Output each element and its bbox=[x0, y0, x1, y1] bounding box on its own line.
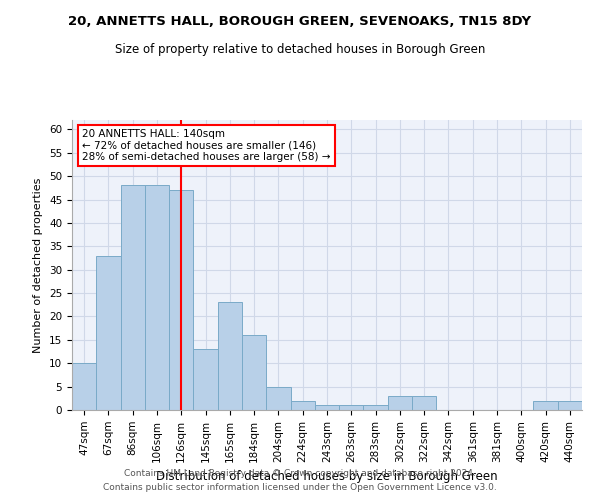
Bar bbox=[193, 349, 218, 410]
X-axis label: Distribution of detached houses by size in Borough Green: Distribution of detached houses by size … bbox=[156, 470, 498, 483]
Bar bbox=[412, 396, 436, 410]
Bar bbox=[145, 186, 169, 410]
Y-axis label: Number of detached properties: Number of detached properties bbox=[34, 178, 43, 352]
Text: Contains HM Land Registry data © Crown copyright and database right 2024.: Contains HM Land Registry data © Crown c… bbox=[124, 468, 476, 477]
Bar bbox=[169, 190, 193, 410]
Bar bbox=[242, 335, 266, 410]
Bar bbox=[315, 406, 339, 410]
Bar bbox=[121, 186, 145, 410]
Text: Contains public sector information licensed under the Open Government Licence v3: Contains public sector information licen… bbox=[103, 484, 497, 492]
Bar bbox=[218, 302, 242, 410]
Text: Size of property relative to detached houses in Borough Green: Size of property relative to detached ho… bbox=[115, 42, 485, 56]
Bar bbox=[339, 406, 364, 410]
Text: 20, ANNETTS HALL, BOROUGH GREEN, SEVENOAKS, TN15 8DY: 20, ANNETTS HALL, BOROUGH GREEN, SEVENOA… bbox=[68, 15, 532, 28]
Bar bbox=[290, 400, 315, 410]
Bar bbox=[364, 406, 388, 410]
Bar bbox=[388, 396, 412, 410]
Bar bbox=[96, 256, 121, 410]
Bar bbox=[266, 386, 290, 410]
Bar bbox=[72, 363, 96, 410]
Bar bbox=[558, 400, 582, 410]
Bar bbox=[533, 400, 558, 410]
Text: 20 ANNETTS HALL: 140sqm
← 72% of detached houses are smaller (146)
28% of semi-d: 20 ANNETTS HALL: 140sqm ← 72% of detache… bbox=[82, 128, 331, 162]
